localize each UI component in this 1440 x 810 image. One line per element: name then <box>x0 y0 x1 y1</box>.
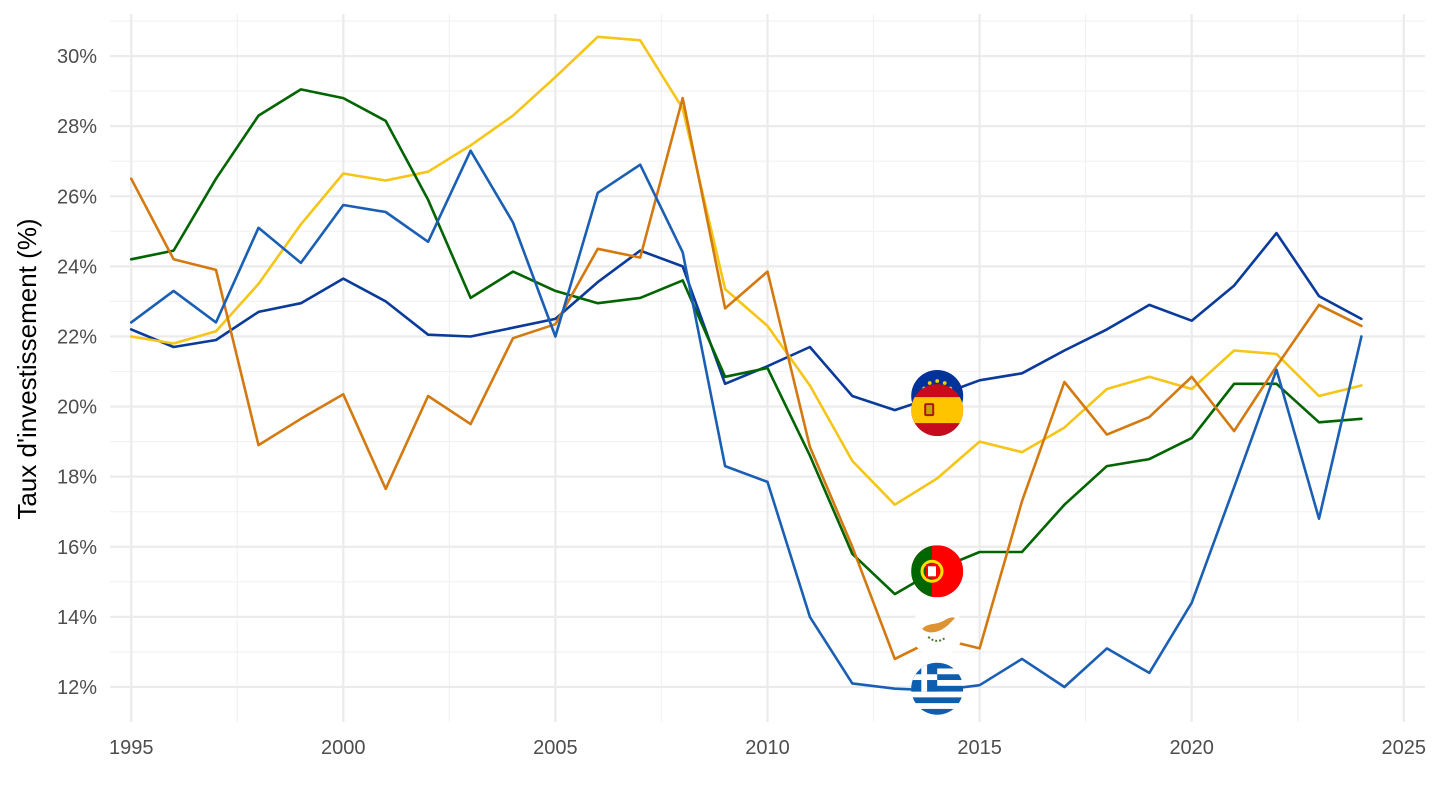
y-tick-label: 14% <box>57 607 97 629</box>
y-tick-label: 24% <box>57 256 97 278</box>
x-tick-label: 2010 <box>745 737 790 759</box>
x-tick-label: 2000 <box>321 737 366 759</box>
series-line-3 <box>129 88 1363 596</box>
greece-flag-icon <box>911 662 964 715</box>
y-tick-label: 16% <box>57 537 97 559</box>
y-tick-label: 28% <box>57 116 97 138</box>
x-axis-tick-labels: 1995 2000 2005 2010 2015 2020 2025 <box>109 737 1426 759</box>
series-line-2 <box>129 35 1363 507</box>
y-axis-tick-labels: 12% 14% 16% 18% 20% 22% 24% 26% 28% 30% <box>57 46 97 699</box>
x-tick-label: 2015 <box>957 737 1002 759</box>
y-tick-label: 22% <box>57 326 97 348</box>
y-tick-label: 26% <box>57 186 97 208</box>
portugal-flag-icon <box>911 545 964 598</box>
y-tick-label: 30% <box>57 46 97 68</box>
y-tick-label: 18% <box>57 467 97 489</box>
spain-flag-icon <box>911 384 964 437</box>
series-lines <box>129 35 1363 692</box>
x-tick-label: 1995 <box>109 737 154 759</box>
y-axis-title: Taux d'investissement (%) <box>12 218 42 519</box>
series-line-1 <box>129 231 1363 412</box>
flag-markers <box>911 370 964 715</box>
x-tick-label: 2005 <box>533 737 578 759</box>
series-line-4 <box>129 96 1363 661</box>
cyprus-flag-icon <box>911 604 964 657</box>
y-tick-label: 12% <box>57 677 97 699</box>
x-tick-label: 2025 <box>1382 737 1427 759</box>
x-tick-label: 2020 <box>1169 737 1214 759</box>
series-line-5 <box>129 149 1363 692</box>
y-tick-label: 20% <box>57 397 97 419</box>
